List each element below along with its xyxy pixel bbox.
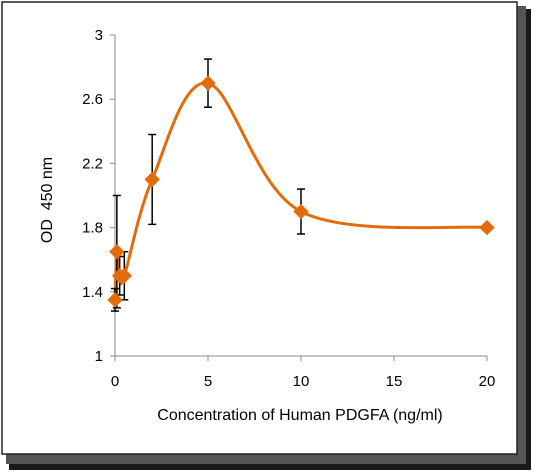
y-tick-label: 1.4 [82, 284, 103, 301]
x-axis-label: Concentration of Human PDGFA (ng/ml) [157, 407, 442, 424]
y-tick-label: 1 [95, 348, 103, 365]
y-tick-label: 2.6 [82, 91, 103, 108]
data-point-marker [109, 243, 125, 260]
data-point-marker [107, 292, 123, 308]
marker-layer [107, 75, 495, 308]
data-point-marker [479, 219, 495, 236]
y-tick-label: 1.8 [82, 220, 103, 237]
data-point-marker [144, 171, 160, 188]
x-tick-label: 5 [204, 373, 212, 390]
x-tick-label: 20 [479, 373, 496, 390]
x-tick-label: 0 [111, 373, 119, 390]
x-tick-label: 10 [293, 373, 310, 390]
y-tick-label: 2.2 [82, 155, 103, 172]
y-tick-label: 3 [95, 27, 103, 44]
y-axis-label: OD 450 nm [39, 157, 56, 243]
data-point-marker [200, 75, 216, 91]
x-tick-label: 15 [386, 373, 403, 390]
data-point-marker [293, 203, 309, 220]
data-point-marker [116, 268, 133, 284]
